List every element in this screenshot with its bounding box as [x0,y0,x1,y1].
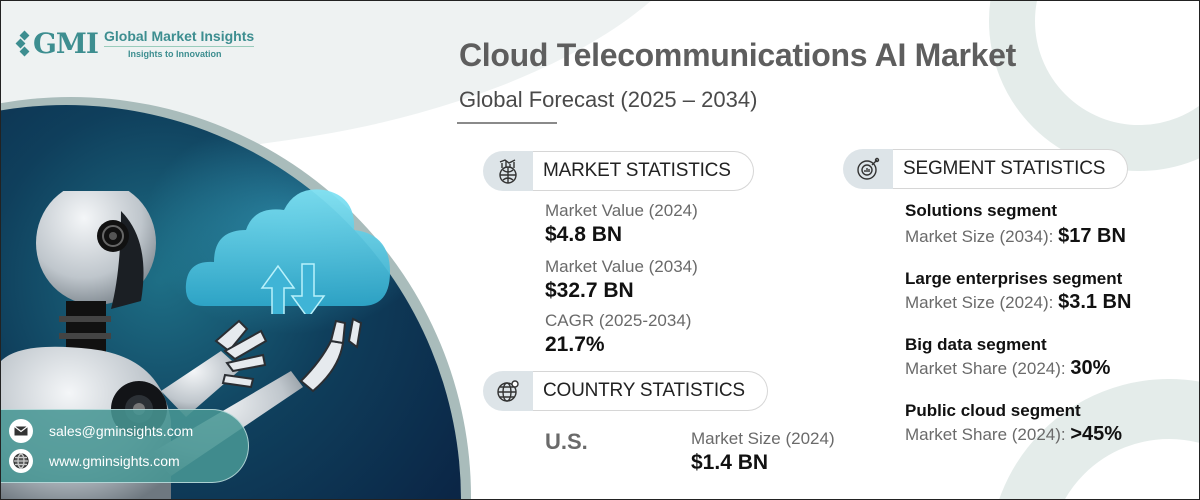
brand-tagline: Insights to Innovation [128,49,222,59]
country-statistics-header: COUNTRY STATISTICS [483,371,768,411]
market-value-2024-label: Market Value (2024) [545,201,698,220]
globe-pin-icon [483,371,533,411]
segment-name: Large enterprises segment [905,269,1123,288]
logo-mark-text: GMI [33,27,99,60]
market-statistics-header: MARKET STATISTICS [483,151,754,191]
country-market-size-value: $1.4 BN [691,451,769,474]
country-statistics-title: COUNTRY STATISTICS [533,371,768,411]
target-chart-icon [843,149,893,189]
chart-globe-icon [483,151,533,191]
logo-diamonds-icon [15,30,31,56]
segment-statistics-title: SEGMENT STATISTICS [893,149,1129,189]
market-value-2034-label: Market Value (2034) [545,257,698,276]
country-market-size-label: Market Size (2024) [691,429,835,448]
email-link[interactable]: sales@gminsights.com [49,423,194,439]
segment-name: Solutions segment [905,201,1058,220]
contact-website[interactable]: www.gminsights.com [9,446,248,476]
cagr-label: CAGR (2025-2034) [545,311,692,330]
decorative-ring-top [989,1,1199,171]
page-title: Cloud Telecommunications AI Market [459,37,1017,73]
contact-email[interactable]: sales@gminsights.com [9,416,248,446]
globe-icon [9,449,33,473]
segment-statistics-header: SEGMENT STATISTICS [843,149,1129,189]
segment-metric: Market Share (2024): >45% [905,423,1123,445]
cloud-sync-icon [185,189,390,314]
market-statistics-title: MARKET STATISTICS [533,151,754,191]
cagr-value: 21.7% [545,333,605,356]
brand-logo: GMI Global Market Insights Insights to I… [15,27,255,60]
segment-metric: Market Size (2034): $17 BN [905,225,1126,247]
segment-name: Public cloud segment [905,401,1081,420]
market-value-2034: $32.7 BN [545,279,634,302]
title-divider [457,122,557,124]
contact-panel: sales@gminsights.com www.gminsights.com [1,409,249,483]
website-link[interactable]: www.gminsights.com [49,453,180,469]
market-value-2024: $4.8 BN [545,223,623,246]
envelope-icon [9,419,33,443]
segment-name: Big data segment [905,335,1047,354]
segment-metric: Market Share (2024): 30% [905,357,1111,379]
country-name: U.S. [545,429,588,454]
logo-mark: GMI [15,27,99,60]
brand-name: Global Market Insights [104,28,255,47]
page-subtitle: Global Forecast (2025 – 2034) [459,87,758,112]
segment-metric: Market Size (2024): $3.1 BN [905,291,1132,313]
